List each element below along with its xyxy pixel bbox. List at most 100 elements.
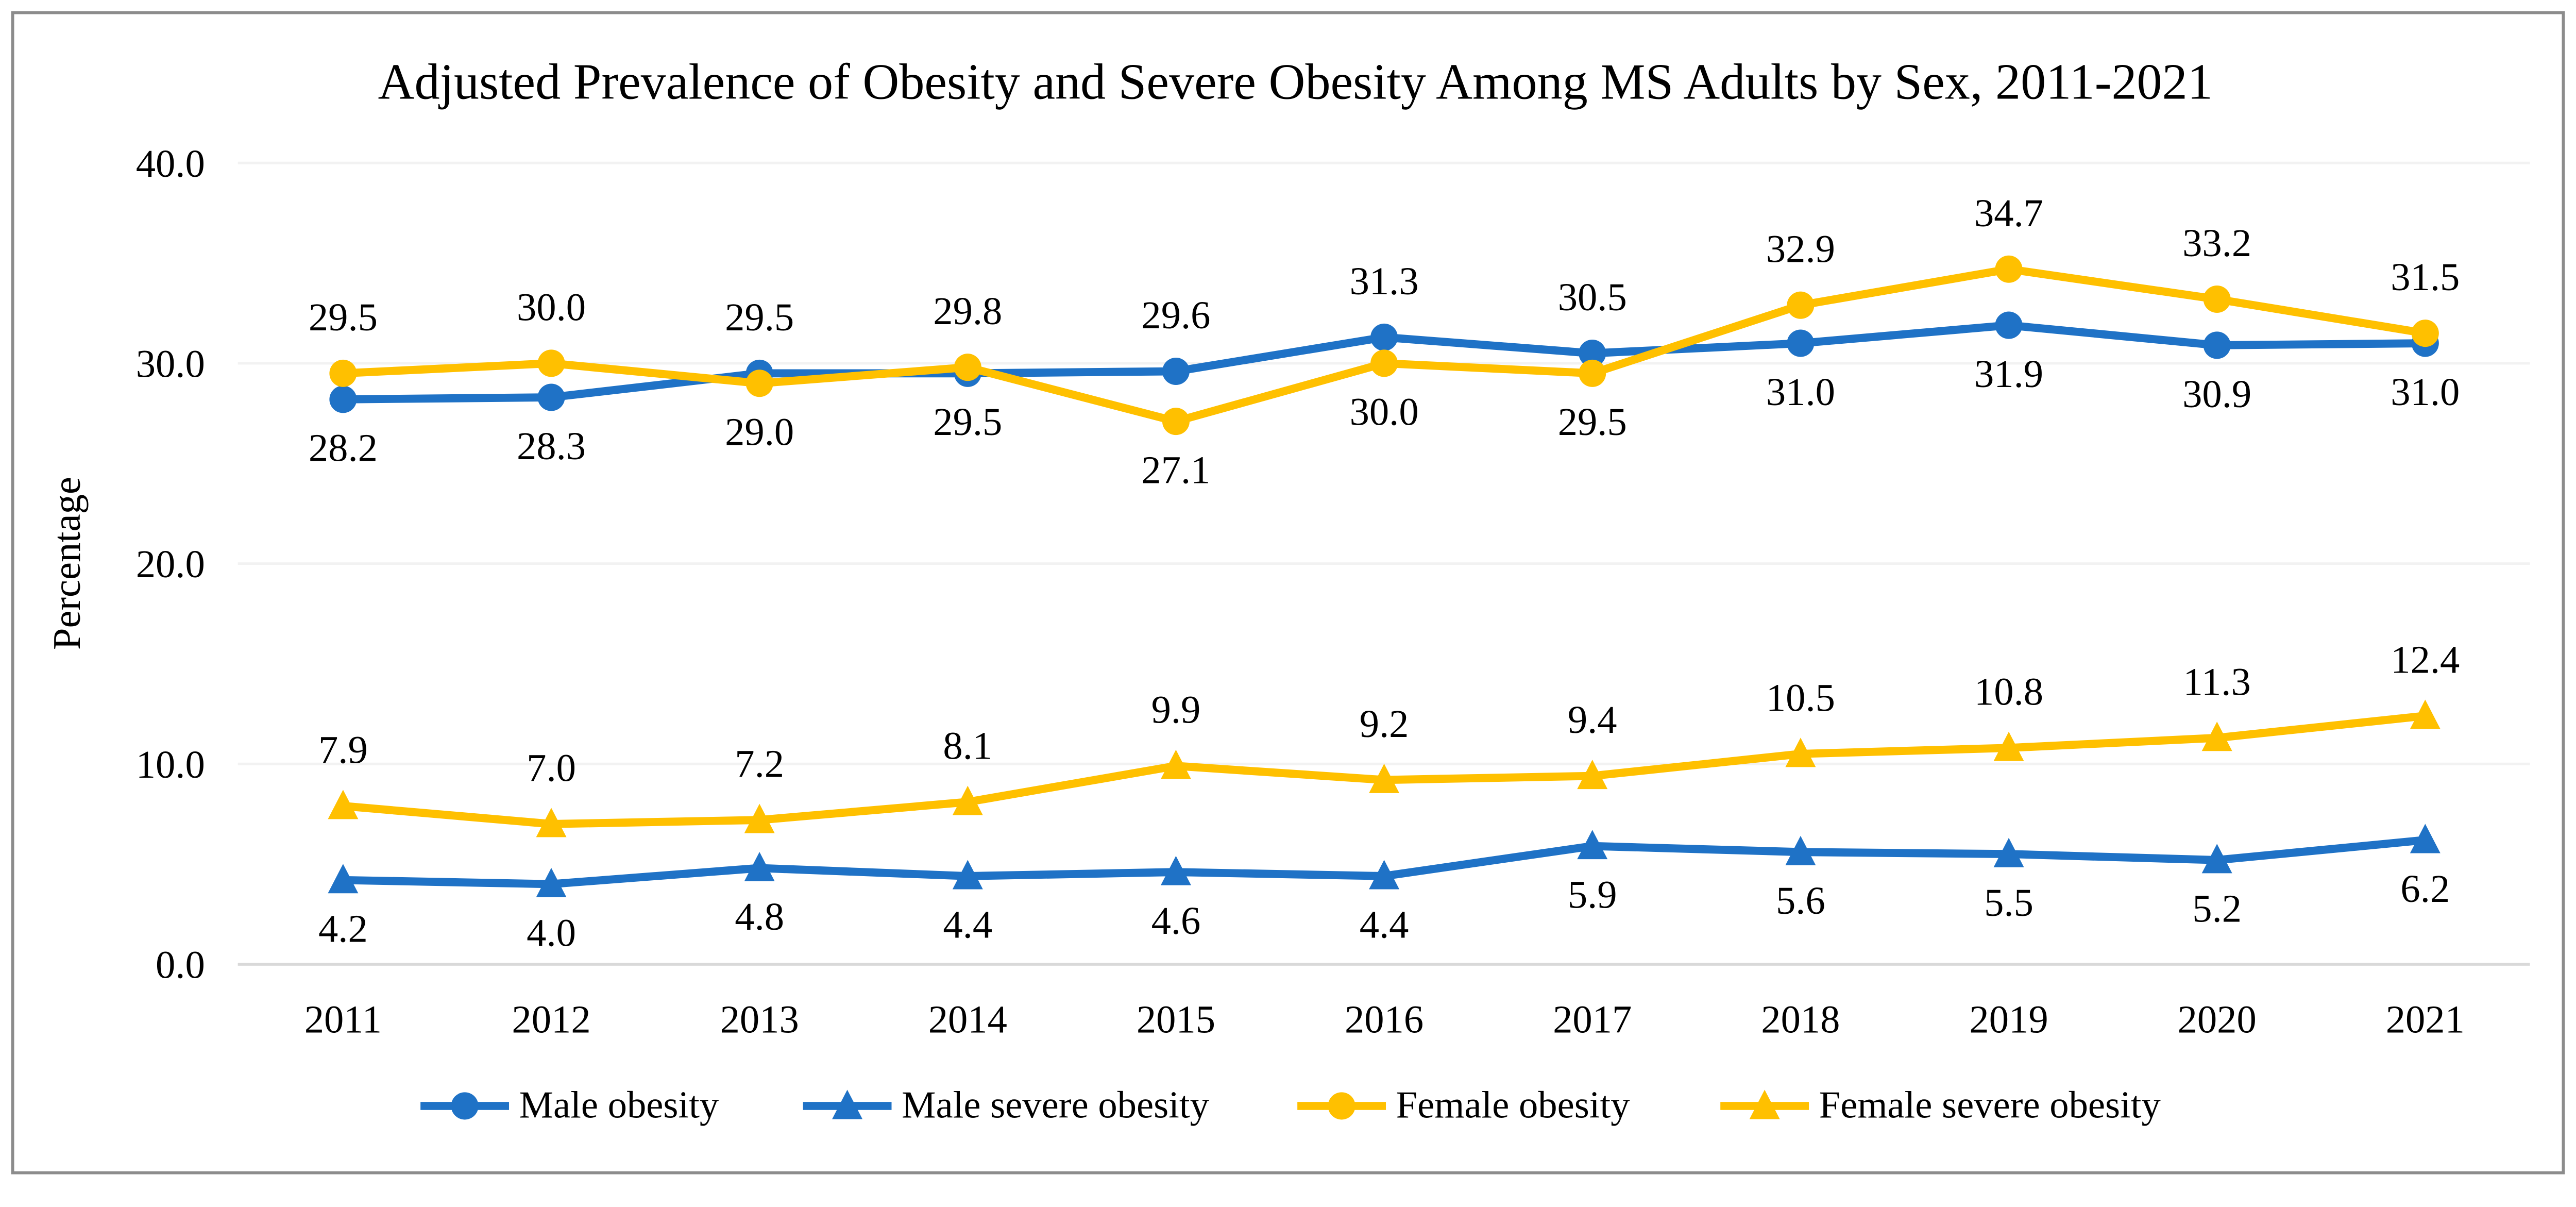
series-female-severe-obesity [328, 699, 2441, 837]
triangle-marker-icon [1369, 860, 1400, 890]
circle-marker-icon [537, 383, 565, 411]
circle-marker-icon [329, 385, 357, 413]
data-labels-female-severe-obesity: 7.9 7.0 7.2 8.1 9.9 9.2 9.4 10.5 10.8 11.3 12.4 [318, 638, 2460, 790]
x-tick-label: 2016 [1345, 998, 1423, 1042]
data-label: 5.2 [2192, 887, 2242, 931]
data-label: 29.0 [725, 410, 794, 454]
circle-marker-icon [537, 349, 565, 377]
x-tick-label: 2011 [304, 998, 382, 1042]
triangle-marker-icon [2201, 722, 2232, 751]
triangle-marker-icon [328, 864, 359, 894]
chart-border-frame [11, 11, 2565, 1175]
data-label: 28.2 [309, 426, 378, 470]
data-label: 30.5 [1558, 275, 1627, 319]
circle-marker-icon [1370, 349, 1398, 377]
data-label: 4.4 [1360, 903, 1409, 947]
data-label: 4.4 [943, 903, 992, 947]
triangle-marker-icon [2201, 844, 2232, 874]
circle-marker-icon [2203, 286, 2231, 313]
circle-marker-icon [1162, 408, 1190, 435]
data-label: 30.0 [517, 285, 586, 329]
legend-label: Female severe obesity [1819, 1084, 2161, 1127]
legend-label: Male obesity [519, 1084, 719, 1127]
legend-item-male-severe-obesity: Male severe obesity [803, 1084, 1210, 1127]
y-tick-label: 10.0 [136, 743, 205, 786]
circle-marker-icon [1162, 357, 1190, 385]
y-tick-label: 20.0 [136, 542, 205, 586]
series-female-obesity [329, 255, 2439, 435]
data-label: 31.0 [2391, 370, 2460, 414]
triangle-marker-icon [952, 860, 983, 890]
triangle-marker-icon [1577, 830, 1608, 860]
triangle-marker-icon [2410, 824, 2441, 853]
x-tick-label: 2014 [928, 998, 1007, 1042]
data-label: 28.3 [517, 424, 586, 468]
data-labels-male-severe-obesity: 4.2 4.0 4.8 4.4 4.6 4.4 5.9 5.6 5.5 5.2 6.2 [318, 867, 2450, 955]
triangle-marker-icon [1993, 837, 2024, 867]
circle-marker-icon [1370, 323, 1398, 351]
triangle-marker-icon [1369, 763, 1400, 793]
data-label: 31.9 [1974, 352, 2043, 396]
data-labels-male-obesity: 28.2 28.3 29.5 29.5 29.6 31.3 30.5 31.0 31.9 30.9… [309, 259, 2460, 470]
data-label: 31.3 [1350, 259, 1419, 303]
x-tick-label: 2015 [1137, 998, 1215, 1042]
x-tick-label: 2020 [2178, 998, 2257, 1042]
data-label: 10.8 [1974, 670, 2043, 714]
data-label: 5.5 [1984, 881, 2033, 925]
data-label: 9.9 [1151, 688, 1201, 732]
x-tick-label: 2012 [512, 998, 590, 1042]
data-label: 10.5 [1766, 676, 1835, 719]
data-label: 29.5 [1558, 400, 1627, 444]
circle-marker-icon [1787, 291, 1815, 319]
x-tick-label: 2019 [1969, 998, 2048, 1042]
y-tick-label: 40.0 [136, 142, 205, 186]
data-label: 7.0 [527, 746, 576, 790]
series-male-severe-obesity [328, 824, 2441, 898]
triangle-marker-icon [832, 1089, 863, 1119]
y-axis-tick-labels: 0.0 10.0 20.0 30.0 40.0 [136, 142, 205, 987]
data-label: 31.5 [2391, 255, 2460, 299]
x-tick-label: 2017 [1553, 998, 1632, 1042]
legend-item-female-obesity: Female obesity [1297, 1084, 1630, 1127]
data-label: 4.8 [735, 895, 784, 938]
triangle-marker-icon [1749, 1089, 1780, 1119]
legend-label: Male severe obesity [902, 1084, 1209, 1127]
data-label: 9.4 [1568, 698, 1617, 742]
data-label: 34.7 [1974, 191, 2043, 235]
data-label: 29.8 [933, 289, 1002, 333]
data-label: 30.0 [1350, 390, 1419, 434]
legend-label: Female obesity [1396, 1084, 1631, 1127]
data-label: 5.6 [1776, 879, 1825, 923]
x-axis-labels: 2011 2012 2013 2014 2015 2016 2017 2018 2019 2020… [304, 998, 2465, 1042]
data-label: 4.2 [318, 907, 368, 951]
chart-title: Adjusted Prevalence of Obesity and Sever… [378, 54, 2213, 110]
triangle-marker-icon [1993, 731, 2024, 761]
data-label: 32.9 [1766, 227, 1835, 271]
legend: Male obesity Male severe obesity Female ob… [420, 1084, 2161, 1127]
circle-marker-icon [1995, 311, 2023, 339]
legend-item-female-severe-obesity: Female severe obesity [1720, 1084, 2161, 1127]
triangle-marker-icon [744, 851, 775, 881]
data-label: 29.5 [725, 295, 794, 339]
circle-marker-icon [745, 370, 773, 397]
circle-marker-icon [329, 359, 357, 387]
triangle-marker-icon [536, 808, 567, 837]
y-tick-label: 30.0 [136, 342, 205, 385]
triangle-marker-icon [1160, 856, 1191, 885]
y-axis-title: Percentage [45, 477, 89, 650]
circle-marker-icon [1995, 255, 2023, 283]
circle-marker-icon [1579, 339, 1606, 367]
data-label: 4.6 [1151, 899, 1201, 943]
data-label: 29.5 [309, 295, 378, 339]
series-male-obesity [329, 311, 2439, 413]
circle-marker-icon [954, 354, 981, 381]
x-tick-label: 2013 [720, 998, 799, 1042]
data-label: 6.2 [2400, 867, 2450, 911]
triangle-marker-icon [1785, 737, 1816, 767]
x-tick-label: 2018 [1761, 998, 1840, 1042]
circle-marker-icon [2203, 331, 2231, 359]
legend-item-male-obesity: Male obesity [420, 1084, 719, 1127]
